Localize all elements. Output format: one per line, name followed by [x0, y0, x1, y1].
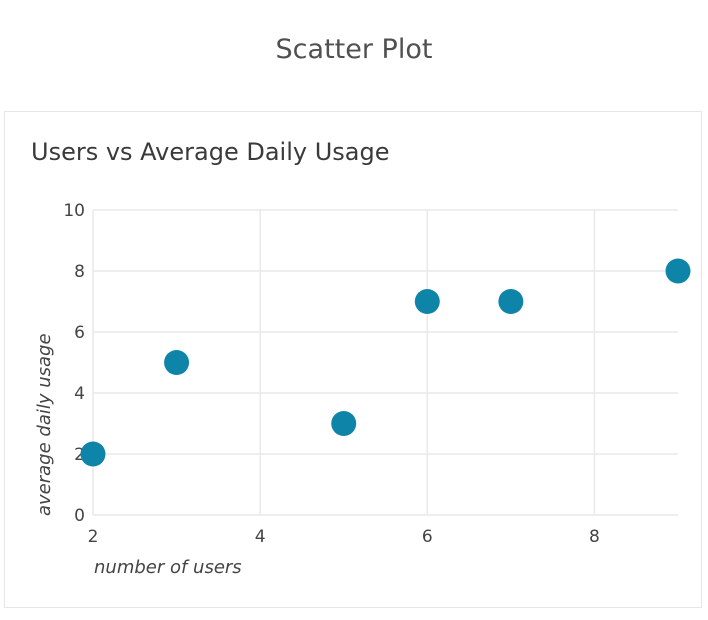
- chart-card: Users vs Average Daily Usage 0 2 4 6 8 10 2 4 6 8…: [4, 111, 702, 608]
- x-tick-label: 4: [255, 527, 266, 547]
- data-point: [414, 289, 440, 314]
- y-tick-label: 2: [74, 445, 85, 465]
- y-tick-label: 10: [63, 201, 85, 221]
- data-point: [80, 441, 106, 467]
- data-point: [498, 289, 524, 314]
- y-tick-label: 4: [74, 384, 85, 404]
- x-tick-label: 2: [88, 527, 99, 547]
- chart-title: Users vs Average Daily Usage: [31, 138, 390, 166]
- data-point: [665, 258, 691, 284]
- x-axis-label: number of users: [94, 557, 242, 578]
- data-points: [80, 258, 691, 467]
- y-axis-label: average daily usage: [34, 333, 55, 516]
- data-point: [164, 350, 190, 375]
- data-point: [331, 411, 357, 436]
- y-tick-label: 8: [74, 262, 85, 282]
- y-tick-label: 6: [74, 323, 85, 343]
- y-tick-label: 0: [74, 506, 85, 526]
- grid: [92, 209, 678, 516]
- page-title: Scatter Plot: [275, 34, 433, 65]
- x-tick-label: 8: [589, 527, 600, 547]
- x-tick-label: 6: [422, 527, 433, 547]
